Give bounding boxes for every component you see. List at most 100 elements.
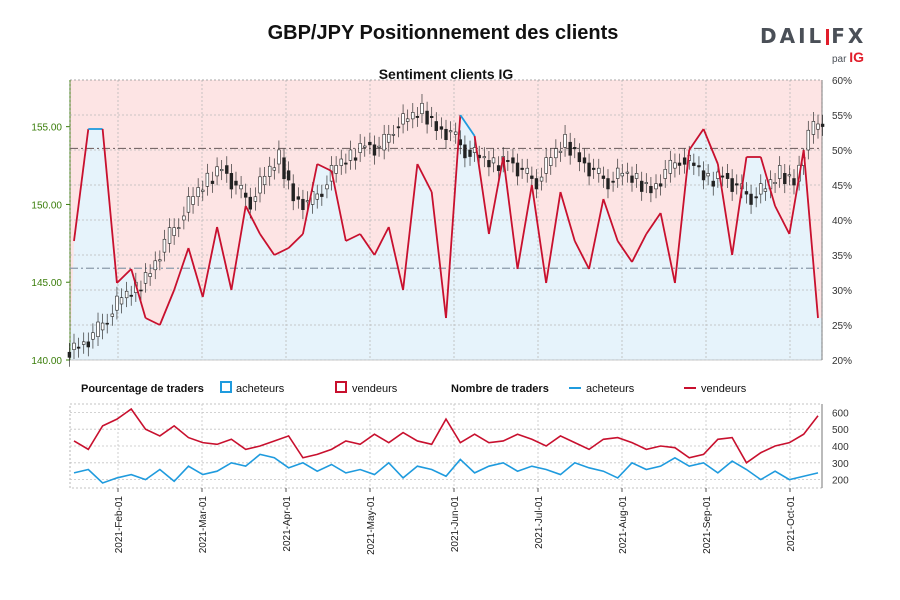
y-left-tick: 155.00 — [31, 123, 62, 134]
candle — [573, 147, 577, 150]
candle — [496, 165, 501, 171]
candle — [701, 170, 706, 181]
x-tick-label: 2021-Jun-01 — [450, 496, 461, 553]
legend-pct-sellers-swatch — [335, 381, 347, 393]
sentiment-segment — [573, 240, 590, 270]
candle — [91, 332, 95, 340]
y-left-tick: 140.00 — [31, 356, 62, 367]
candle — [668, 159, 673, 174]
y-right-tick: 45% — [832, 181, 852, 192]
sentiment-segment — [488, 156, 505, 235]
y-right-tick: 55% — [832, 111, 852, 122]
sentiment-segment — [273, 247, 290, 256]
sentiment-segment — [631, 233, 648, 263]
candle — [759, 183, 763, 195]
sentiment-segment — [244, 205, 261, 235]
sentiment-segment — [402, 163, 419, 291]
candle — [167, 227, 172, 244]
sentiment-segment — [130, 268, 147, 319]
candle — [554, 148, 558, 159]
sentiment-segment — [502, 156, 519, 270]
candle — [396, 126, 401, 129]
sentiment-segment — [330, 170, 347, 242]
candle — [634, 173, 639, 179]
sentiment-segment — [216, 226, 233, 291]
candle — [243, 192, 248, 198]
sentiment-segment — [588, 198, 605, 270]
candle — [582, 157, 587, 164]
candle — [272, 167, 277, 171]
candle — [820, 123, 825, 127]
candle — [301, 198, 305, 210]
sentiment-segment — [774, 205, 791, 235]
count-line-acheteurs — [73, 453, 819, 484]
candle — [663, 169, 667, 179]
candle — [177, 227, 181, 229]
lower-y-tick: 500 — [832, 425, 849, 436]
plot-border — [69, 79, 823, 361]
candle — [411, 112, 415, 120]
candle — [816, 123, 820, 130]
candle — [777, 165, 782, 179]
candle — [148, 273, 152, 277]
sentiment-segment — [373, 226, 390, 256]
candle — [248, 196, 252, 210]
candle — [348, 149, 353, 161]
candle — [105, 322, 109, 325]
sentiment-segment — [145, 317, 161, 326]
candle — [296, 196, 301, 200]
legend-count-sellers: vendeurs — [701, 383, 747, 395]
candle — [597, 167, 601, 174]
candle — [119, 297, 124, 305]
trader-count-panel: 200 300 400 500 600 — [69, 403, 849, 489]
candle — [415, 115, 420, 118]
x-axis: 2021-Feb-01 2021-Mar-01 2021-Apr-01 2021-Ma… — [114, 488, 797, 555]
candle — [215, 166, 219, 177]
candle — [711, 180, 715, 187]
candle — [186, 196, 191, 213]
candle — [677, 162, 682, 166]
x-tick-label: 2021-Mar-01 — [198, 496, 209, 554]
candle — [773, 182, 777, 185]
candle — [434, 121, 438, 131]
candle — [110, 313, 115, 317]
candle — [654, 183, 658, 190]
legend-row: Pourcentage de traders acheteurs vendeur… — [81, 381, 747, 395]
candle — [735, 183, 739, 186]
candle — [205, 172, 210, 187]
candle — [482, 156, 487, 159]
candle — [82, 341, 86, 345]
x-tick-label: 2021-Aug-01 — [618, 496, 629, 554]
candle — [143, 272, 148, 284]
chart-subtitle: Sentiment clients IG — [378, 66, 514, 82]
candle — [368, 141, 372, 146]
logo-sub: par IG — [831, 49, 864, 65]
candle — [305, 200, 310, 203]
lower-y-tick: 200 — [832, 476, 849, 487]
y-left-tick: 150.00 — [31, 200, 62, 211]
x-tick-label: 2021-Jul-01 — [534, 496, 545, 549]
candle — [444, 128, 448, 140]
sentiment-segment — [359, 233, 376, 256]
sentiment-segment — [545, 191, 562, 284]
x-tick-label: 2021-May-01 — [366, 496, 377, 555]
candle — [72, 342, 76, 350]
y-right-tick: 25% — [832, 321, 852, 332]
candle — [697, 165, 701, 168]
y-right-tick: 50% — [832, 146, 852, 157]
candle — [487, 160, 491, 168]
candle — [463, 144, 467, 159]
sentiment-segment — [345, 233, 361, 242]
candle — [568, 141, 572, 156]
candle — [577, 152, 582, 163]
candle — [344, 162, 348, 165]
candle — [172, 227, 176, 236]
sentiment-segment — [73, 128, 90, 242]
dailyfx-logo: DAIL FX par IG — [760, 24, 870, 65]
candle — [282, 157, 286, 180]
candle — [558, 150, 563, 153]
candle — [182, 215, 186, 221]
sentiment-segment — [201, 226, 218, 298]
candle — [539, 176, 544, 182]
